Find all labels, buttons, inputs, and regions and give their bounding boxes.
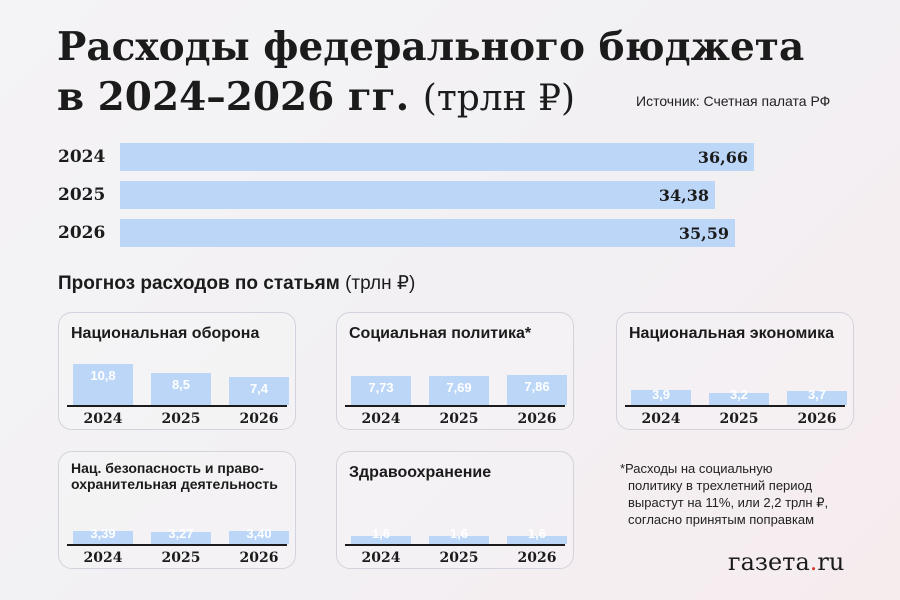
category-bar bbox=[631, 390, 691, 405]
card-title: Национальная оборона bbox=[71, 325, 260, 342]
category-card: Здравоохранение 1,6 2024 1,6 2025 1,6 2026 bbox=[336, 451, 574, 569]
category-year-label: 2024 bbox=[641, 411, 681, 427]
category-year-label: 2026 bbox=[517, 411, 557, 427]
card-title-line: Нац. безопасность и право- bbox=[71, 460, 264, 476]
category-value-label: 7,86 bbox=[524, 379, 550, 394]
card-baseline bbox=[67, 544, 287, 546]
category-bar bbox=[73, 364, 133, 405]
category-card: Социальная политика* 7,73 2024 7,69 2025 7,86… bbox=[336, 312, 574, 430]
title-line-1: Расходы федерального бюджета bbox=[57, 24, 805, 70]
logo-text: газета bbox=[728, 548, 810, 576]
section-subtitle: Прогноз расходов по статьям (трлн ₽) bbox=[58, 272, 415, 295]
total-bar: 36,66 bbox=[120, 143, 754, 171]
category-card: Национальная экономика 3,9 2024 3,2 2025 3,7 2… bbox=[616, 312, 854, 430]
category-year-label: 2025 bbox=[161, 550, 201, 566]
category-bar bbox=[151, 373, 211, 405]
logo-suffix: ru bbox=[817, 548, 845, 576]
category-bar bbox=[229, 377, 289, 405]
total-bar: 35,59 bbox=[120, 219, 735, 247]
card-title-line: охранительная деятельность bbox=[71, 476, 278, 492]
subtitle-text: Прогноз расходов по статьям bbox=[58, 273, 340, 294]
card-title: Национальная экономика bbox=[629, 325, 835, 342]
category-year-label: 2024 bbox=[83, 550, 123, 566]
category-bar bbox=[507, 375, 567, 405]
category-value-label: 3,39 bbox=[90, 526, 116, 541]
category-value-label: 7,4 bbox=[249, 381, 269, 396]
category-bar bbox=[429, 536, 489, 544]
card-title: Социальная политика* bbox=[349, 325, 532, 342]
category-value-label: 7,73 bbox=[368, 380, 394, 395]
gazeta-logo: газета.ru bbox=[728, 548, 844, 576]
category-year-label: 2024 bbox=[83, 411, 123, 427]
category-bar bbox=[351, 376, 411, 405]
category-year-label: 2025 bbox=[439, 411, 479, 427]
subtitle-unit: (трлн ₽) bbox=[345, 273, 416, 294]
category-card: Национальная оборона 10,8 2024 8,5 2025 7,4 20… bbox=[58, 312, 296, 430]
footnote: *Расходы на социальную политику в трехле… bbox=[620, 460, 828, 528]
source-label: Источник: Счетная палата РФ bbox=[636, 93, 831, 109]
card-title: Нац. безопасность и право-охранительная … bbox=[71, 460, 278, 492]
category-bar bbox=[351, 536, 411, 544]
category-value-label: 3,7 bbox=[807, 387, 827, 402]
category-value-label: 3,2 bbox=[729, 387, 749, 402]
card-baseline bbox=[625, 405, 845, 407]
category-bar bbox=[507, 536, 567, 544]
total-bar: 34,38 bbox=[120, 181, 715, 209]
category-year-label: 2026 bbox=[239, 550, 279, 566]
year-label: 2025 bbox=[58, 185, 106, 205]
footnote-line: вырастут на 11%, или 2,2 трлн ₽, bbox=[628, 495, 829, 510]
card-baseline bbox=[67, 405, 287, 407]
category-value-label: 3,27 bbox=[168, 526, 194, 541]
category-value-label: 8,5 bbox=[171, 377, 191, 392]
total-value-label: 35,59 bbox=[678, 224, 729, 243]
category-bar bbox=[229, 531, 289, 544]
category-bar bbox=[709, 393, 769, 405]
category-bar bbox=[151, 532, 211, 544]
category-value-label: 1,6 bbox=[371, 526, 391, 541]
card-baseline bbox=[345, 405, 565, 407]
category-year-label: 2024 bbox=[361, 550, 401, 566]
footnote-line: политику в трехлетний период bbox=[628, 478, 813, 493]
category-value-label: 1,6 bbox=[449, 526, 469, 541]
category-value-label: 3,40 bbox=[246, 526, 272, 541]
category-value-label: 7,69 bbox=[446, 380, 472, 395]
title-unit: (трлн ₽) bbox=[422, 78, 576, 119]
logo-dot: . bbox=[809, 548, 818, 576]
card-baseline bbox=[345, 544, 565, 546]
year-label: 2024 bbox=[58, 147, 106, 167]
title-line-2: в 2024–2026 гг. (трлн ₽) bbox=[57, 72, 804, 124]
category-year-label: 2025 bbox=[161, 411, 201, 427]
category-card: Нац. безопасность и право-охранительная … bbox=[58, 451, 296, 569]
category-year-label: 2025 bbox=[719, 411, 759, 427]
category-value-label: 3,9 bbox=[651, 387, 671, 402]
year-label: 2026 bbox=[58, 223, 106, 243]
category-year-label: 2026 bbox=[797, 411, 837, 427]
category-bar bbox=[73, 531, 133, 544]
category-value-label: 1,6 bbox=[527, 526, 547, 541]
category-year-label: 2024 bbox=[361, 411, 401, 427]
title-years: в 2024–2026 гг. bbox=[57, 74, 410, 120]
category-year-label: 2025 bbox=[439, 550, 479, 566]
footnote-line: согласно принятым поправкам bbox=[628, 512, 815, 527]
footnote-line: *Расходы на социальную bbox=[620, 461, 773, 476]
category-year-label: 2026 bbox=[517, 550, 557, 566]
total-value-label: 36,66 bbox=[697, 148, 748, 167]
category-value-label: 10,8 bbox=[90, 368, 116, 383]
chart-title: Расходы федерального бюджета в 2024–2026… bbox=[57, 22, 804, 124]
card-title: Здравоохранение bbox=[349, 464, 492, 481]
total-value-label: 34,38 bbox=[658, 186, 709, 205]
category-bar bbox=[429, 376, 489, 405]
category-year-label: 2026 bbox=[239, 411, 279, 427]
category-bar bbox=[787, 391, 847, 405]
